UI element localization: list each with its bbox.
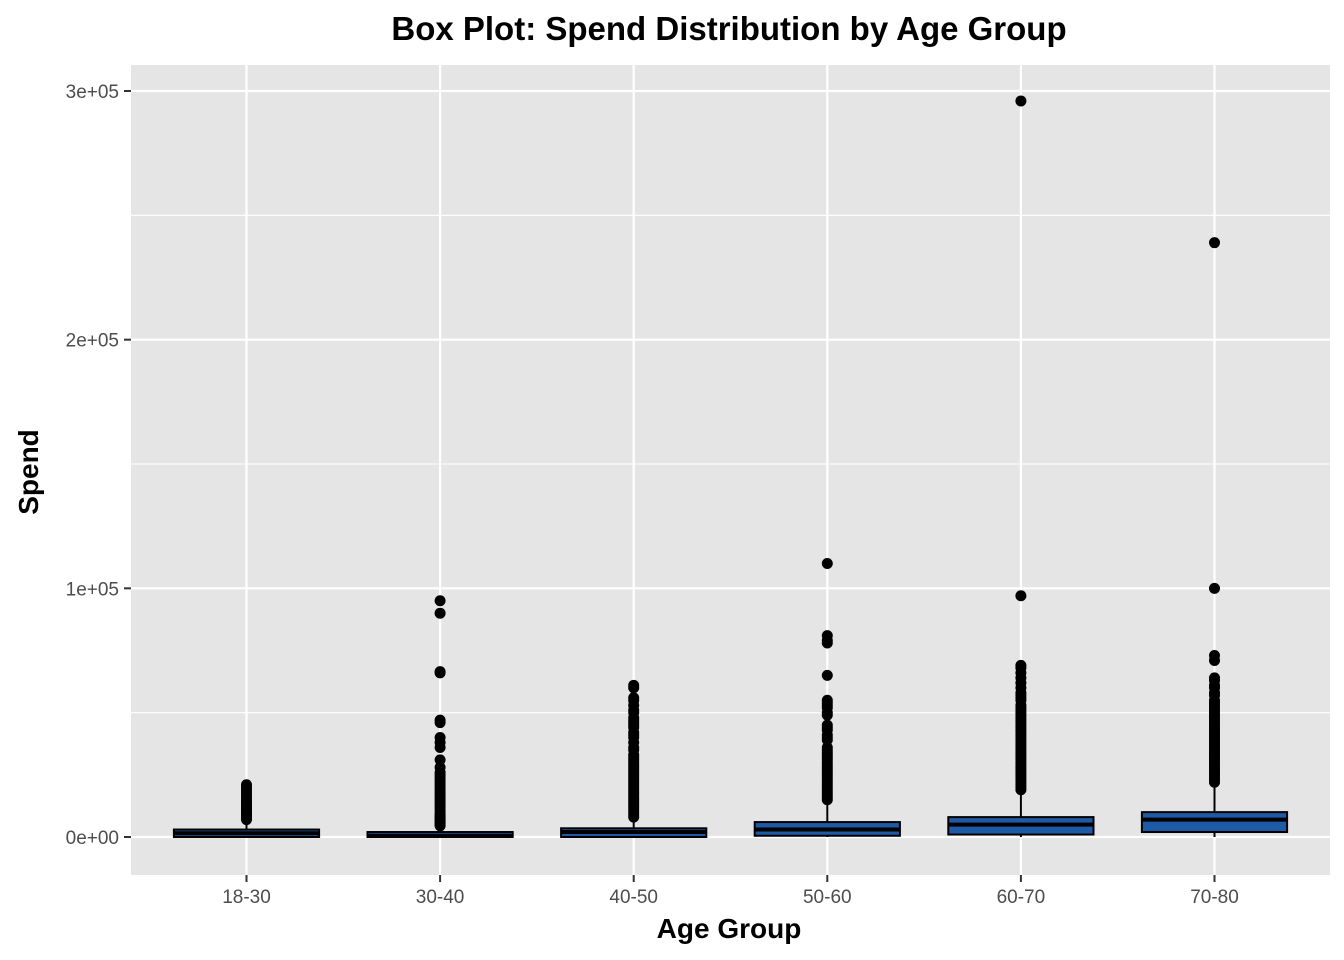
- x-tick-label: 40-50: [609, 887, 658, 908]
- outlier-point: [434, 607, 446, 619]
- box-60-70: [947, 95, 1095, 837]
- x-tick-label: 60-70: [997, 887, 1046, 908]
- outlier-point: [434, 595, 446, 607]
- outlier-point: [1015, 590, 1027, 602]
- outlier-point: [434, 754, 446, 766]
- outlier-point: [821, 669, 833, 681]
- box-70-80: [1140, 237, 1289, 837]
- y-axis-title: Spend: [13, 429, 44, 515]
- outlier-point: [821, 630, 833, 642]
- outlier-point: [1015, 659, 1027, 671]
- outlier-point: [1209, 672, 1220, 684]
- x-tick-label: 18-30: [222, 887, 271, 908]
- outlier-point: [434, 714, 446, 726]
- x-tick-label: 70-80: [1190, 887, 1239, 908]
- outlier-point: [821, 719, 833, 731]
- x-tick-label: 30-40: [416, 887, 465, 908]
- outlier-point: [628, 679, 640, 691]
- outlier-point: [628, 692, 640, 704]
- outlier-point: [434, 732, 446, 744]
- outlier-point: [821, 694, 833, 706]
- outlier-point: [821, 557, 833, 569]
- y-tick-label: 1e+05: [66, 579, 119, 600]
- outlier-point: [1015, 95, 1027, 107]
- x-axis-title: Age Group: [657, 913, 802, 944]
- outlier-point: [241, 779, 252, 791]
- outlier-point: [1209, 582, 1220, 594]
- y-tick-label: 3e+05: [66, 82, 119, 103]
- outlier-point: [1209, 649, 1220, 661]
- box-50-60: [753, 557, 901, 837]
- y-tick-label: 0e+00: [66, 828, 119, 849]
- outlier-point: [1209, 237, 1220, 249]
- x-tick-label: 50-60: [803, 887, 852, 908]
- iqr-box: [1140, 811, 1289, 834]
- box-layer: [172, 95, 1289, 839]
- y-tick-label: 2e+05: [66, 331, 119, 352]
- box-18-30: [172, 779, 321, 838]
- x-axis: 18-30 30-40 40-50 50-60 60-70 70-80: [222, 875, 1239, 908]
- chart-title: Box Plot: Spend Distribution by Age Grou…: [391, 10, 1066, 47]
- box-40-50: [560, 679, 708, 839]
- y-axis: 0e+00 1e+05 2e+05 3e+05: [66, 82, 131, 849]
- outlier-point: [434, 666, 446, 678]
- plot-panel: [131, 65, 1330, 875]
- box-30-40: [366, 595, 514, 839]
